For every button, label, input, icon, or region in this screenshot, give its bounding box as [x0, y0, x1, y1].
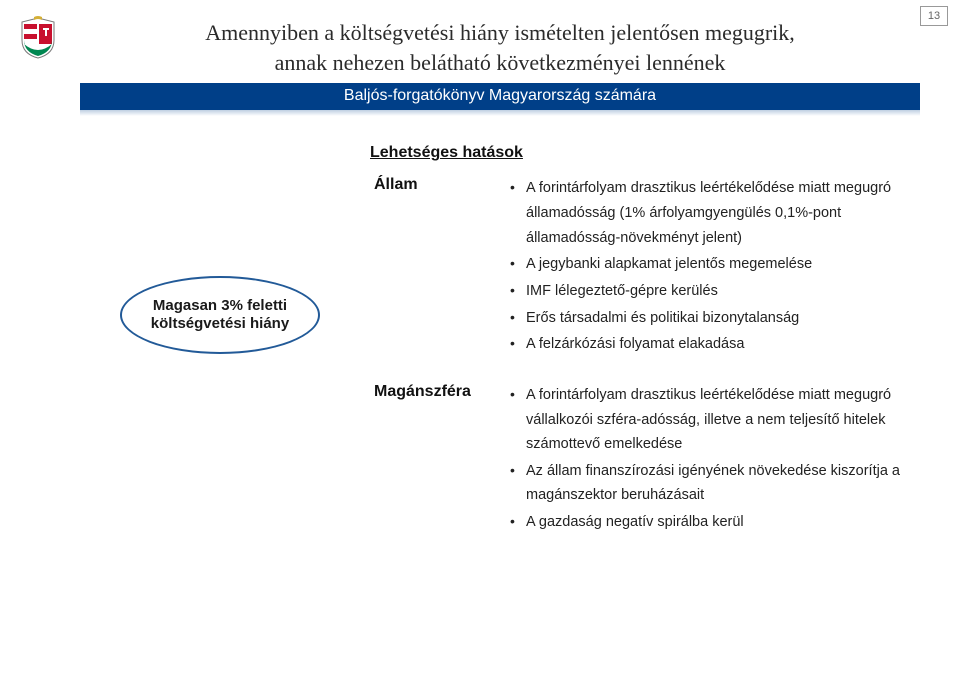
group-label-maganszfera: Magánszféra: [370, 383, 510, 537]
content-area: Magasan 3% feletti költségvetési hiány L…: [80, 144, 920, 560]
list-item: A forintárfolyam drasztikus leértékelődé…: [510, 383, 920, 457]
subtitle-bar: Baljós-forgatókönyv Magyarország számára: [80, 83, 920, 110]
list-item: A jegybanki alapkamat jelentős megemelés…: [510, 252, 920, 277]
list-item: A gazdaság negatív spirálba kerül: [510, 510, 920, 535]
title-line-2: annak nehezen belátható következményei l…: [80, 48, 920, 78]
left-column: Magasan 3% feletti költségvetési hiány: [80, 144, 360, 560]
group-maganszfera: Magánszféra A forintárfolyam drasztikus …: [370, 383, 920, 537]
slide-title: Amennyiben a költségvetési hiány ismétel…: [80, 18, 920, 77]
list-item: Erős társadalmi és politikai bizonytalan…: [510, 306, 920, 331]
slide-page: 13 Amennyiben a költségvetési hiány ismé…: [0, 0, 960, 673]
right-column: Lehetséges hatások Állam A forintárfolya…: [360, 144, 920, 560]
title-line-1: Amennyiben a költségvetési hiány ismétel…: [80, 18, 920, 48]
hungary-crest-icon: [16, 16, 60, 60]
cause-oval: Magasan 3% feletti költségvetési hiány: [120, 276, 320, 354]
list-item: IMF lélegeztető-gépre kerülés: [510, 279, 920, 304]
oval-line-1: Magasan 3% feletti: [153, 297, 287, 314]
page-number: 13: [920, 6, 948, 26]
group-list-allam: A forintárfolyam drasztikus leértékelődé…: [510, 176, 920, 358]
effects-header: Lehetséges hatások: [370, 144, 920, 162]
oval-line-2: költségvetési hiány: [151, 315, 289, 332]
group-label-allam: Állam: [370, 176, 510, 358]
group-allam: Állam A forintárfolyam drasztikus leérté…: [370, 176, 920, 358]
list-item: A felzárkózási folyamat elakadása: [510, 332, 920, 357]
group-list-maganszfera: A forintárfolyam drasztikus leértékelődé…: [510, 383, 920, 537]
list-item: Az állam finanszírozási igényének növeke…: [510, 459, 920, 508]
list-item: A forintárfolyam drasztikus leértékelődé…: [510, 176, 920, 250]
